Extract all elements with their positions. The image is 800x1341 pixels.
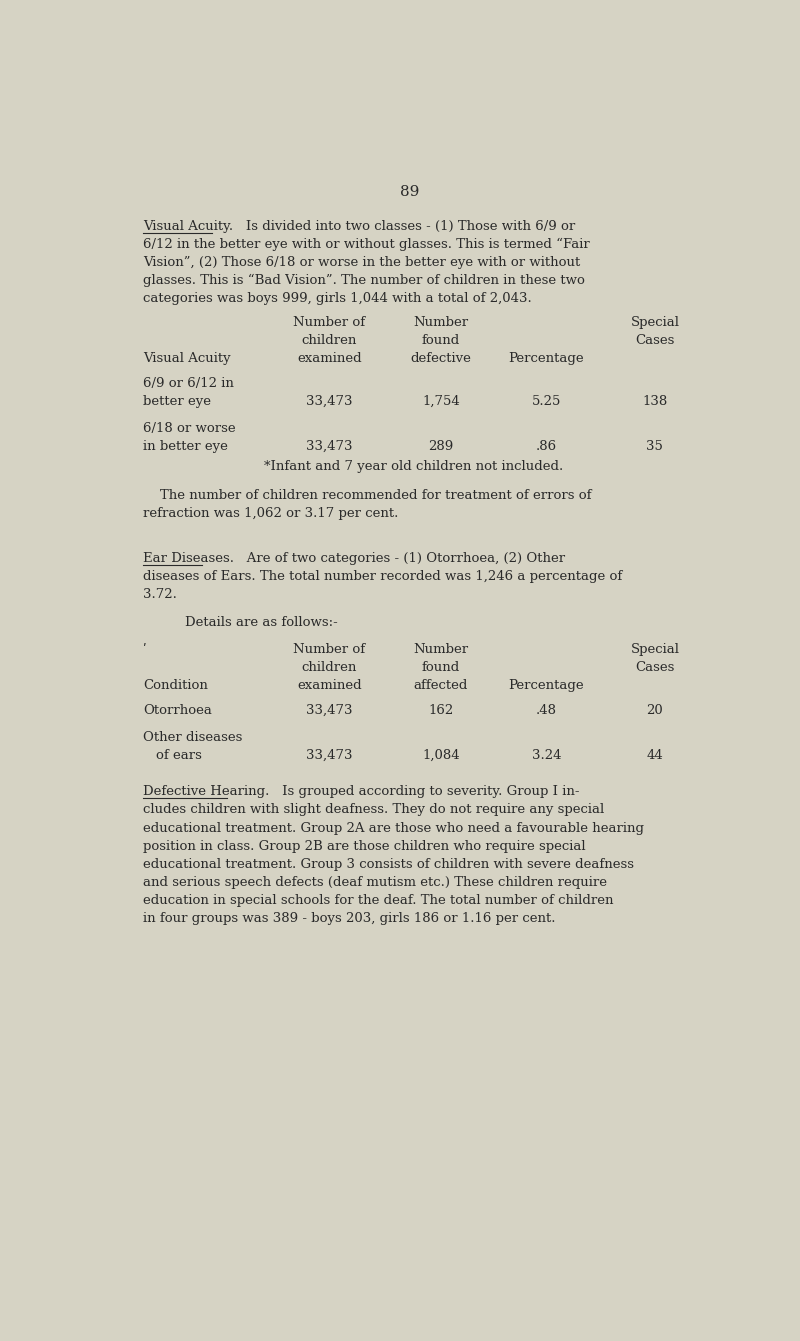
Text: Cases: Cases bbox=[635, 334, 674, 346]
Text: glasses. This is “Bad Vision”. The number of children in these two: glasses. This is “Bad Vision”. The numbe… bbox=[143, 274, 586, 287]
Text: 3.72.: 3.72. bbox=[143, 589, 178, 601]
Text: Percentage: Percentage bbox=[509, 679, 584, 692]
Text: diseases of Ears. The total number recorded was 1,246 a percentage of: diseases of Ears. The total number recor… bbox=[143, 570, 622, 583]
Text: 89: 89 bbox=[400, 185, 420, 198]
Text: 33,473: 33,473 bbox=[306, 396, 353, 408]
Text: 6/9 or 6/12 in: 6/9 or 6/12 in bbox=[143, 377, 234, 390]
Text: children: children bbox=[302, 334, 357, 346]
Text: .48: .48 bbox=[536, 704, 557, 717]
Text: educational treatment. Group 2A are those who need a favourable hearing: educational treatment. Group 2A are thos… bbox=[143, 822, 645, 834]
Text: Special: Special bbox=[630, 642, 679, 656]
Text: educational treatment. Group 3 consists of children with severe deafness: educational treatment. Group 3 consists … bbox=[143, 858, 634, 870]
Text: in better eye: in better eye bbox=[143, 440, 228, 453]
Text: defective: defective bbox=[410, 351, 471, 365]
Text: in four groups was 389 - boys 203, girls 186 or 1.16 per cent.: in four groups was 389 - boys 203, girls… bbox=[143, 912, 556, 925]
Text: Number: Number bbox=[414, 642, 469, 656]
Text: *Infant and 7 year old children not included.: *Infant and 7 year old children not incl… bbox=[264, 460, 563, 473]
Text: position in class. Group 2B are those children who require special: position in class. Group 2B are those ch… bbox=[143, 839, 586, 853]
Text: 33,473: 33,473 bbox=[306, 440, 353, 453]
Text: Number: Number bbox=[414, 315, 469, 329]
Text: Visual Acuity.   Is divided into two classes - (1) Those with 6/9 or: Visual Acuity. Is divided into two class… bbox=[143, 220, 576, 233]
Text: Other diseases: Other diseases bbox=[143, 731, 242, 744]
Text: Otorrhoea: Otorrhoea bbox=[143, 704, 212, 717]
Text: examined: examined bbox=[297, 351, 362, 365]
Text: Vision”, (2) Those 6/18 or worse in the better eye with or without: Vision”, (2) Those 6/18 or worse in the … bbox=[143, 256, 581, 270]
Text: Number of: Number of bbox=[294, 642, 366, 656]
Text: 162: 162 bbox=[428, 704, 454, 717]
Text: Number of: Number of bbox=[294, 315, 366, 329]
Text: cludes children with slight deafness. They do not require any special: cludes children with slight deafness. Th… bbox=[143, 803, 605, 817]
Text: 3.24: 3.24 bbox=[532, 750, 561, 762]
Text: The number of children recommended for treatment of errors of: The number of children recommended for t… bbox=[143, 489, 592, 502]
Text: 289: 289 bbox=[428, 440, 454, 453]
Text: 138: 138 bbox=[642, 396, 667, 408]
Text: better eye: better eye bbox=[143, 396, 211, 408]
Text: 44: 44 bbox=[646, 750, 663, 762]
Text: ʹ: ʹ bbox=[143, 642, 147, 656]
Text: Condition: Condition bbox=[143, 679, 208, 692]
Text: 1,084: 1,084 bbox=[422, 750, 460, 762]
Text: Special: Special bbox=[630, 315, 679, 329]
Text: education in special schools for the deaf. The total number of children: education in special schools for the dea… bbox=[143, 894, 614, 907]
Text: affected: affected bbox=[414, 679, 468, 692]
Text: Defective Hearing.   Is grouped according to severity. Group I in-: Defective Hearing. Is grouped according … bbox=[143, 786, 580, 798]
Text: 1,754: 1,754 bbox=[422, 396, 460, 408]
Text: Cases: Cases bbox=[635, 661, 674, 673]
Text: children: children bbox=[302, 661, 357, 673]
Text: and serious speech defects (deaf mutism etc.) These children require: and serious speech defects (deaf mutism … bbox=[143, 876, 607, 889]
Text: 6/12 in the better eye with or without glasses. This is termed “Fair: 6/12 in the better eye with or without g… bbox=[143, 237, 590, 251]
Text: Details are as follows:-: Details are as follows:- bbox=[168, 616, 338, 629]
Text: 20: 20 bbox=[646, 704, 663, 717]
Text: categories was boys 999, girls 1,044 with a total of 2,043.: categories was boys 999, girls 1,044 wit… bbox=[143, 292, 532, 304]
Text: found: found bbox=[422, 334, 460, 346]
Text: Visual Acuity: Visual Acuity bbox=[143, 351, 231, 365]
Text: .86: .86 bbox=[536, 440, 557, 453]
Text: refraction was 1,062 or 3.17 per cent.: refraction was 1,062 or 3.17 per cent. bbox=[143, 507, 398, 520]
Text: examined: examined bbox=[297, 679, 362, 692]
Text: 33,473: 33,473 bbox=[306, 750, 353, 762]
Text: 6/18 or worse: 6/18 or worse bbox=[143, 422, 236, 436]
Text: found: found bbox=[422, 661, 460, 673]
Text: Percentage: Percentage bbox=[509, 351, 584, 365]
Text: 33,473: 33,473 bbox=[306, 704, 353, 717]
Text: of ears: of ears bbox=[156, 750, 202, 762]
Text: 5.25: 5.25 bbox=[532, 396, 561, 408]
Text: 35: 35 bbox=[646, 440, 663, 453]
Text: Ear Diseases.   Are of two categories - (1) Otorrhoea, (2) Other: Ear Diseases. Are of two categories - (1… bbox=[143, 552, 566, 566]
